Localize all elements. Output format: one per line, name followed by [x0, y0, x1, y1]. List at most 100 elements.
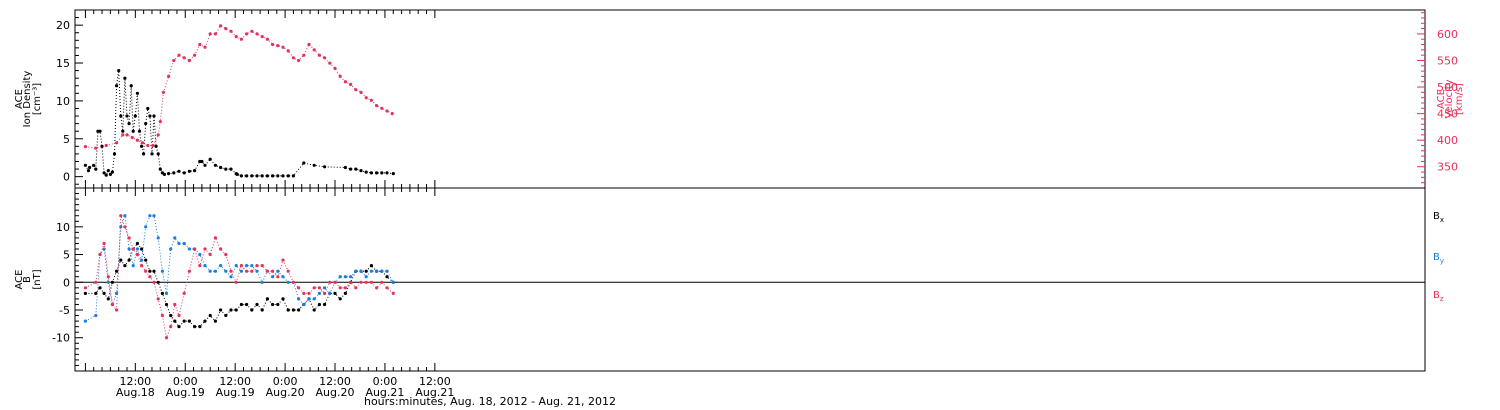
- y-axis-title-2-0: ACE: [14, 270, 25, 290]
- bz-point: [369, 280, 373, 284]
- density-point: [354, 167, 358, 171]
- bz-point: [359, 280, 363, 284]
- bz-point: [182, 291, 186, 295]
- ytick-label-1-20: 20: [56, 19, 70, 32]
- by-point: [343, 275, 347, 279]
- x-axis-label: hours:minutes, Aug. 18, 2012 - Aug. 21, …: [364, 395, 616, 408]
- xtick-date-label: Aug.21: [365, 386, 404, 399]
- density-point: [200, 159, 204, 164]
- density-point: [158, 167, 162, 171]
- velocity-point: [260, 35, 264, 39]
- by-point: [169, 247, 173, 251]
- density-point: [133, 114, 137, 118]
- by-point: [307, 297, 311, 301]
- legend-sub-bz: z: [1440, 295, 1444, 303]
- density-point: [369, 171, 373, 175]
- density-point: [98, 129, 102, 133]
- bz-point: [119, 214, 123, 218]
- density-point: [375, 171, 379, 175]
- vtick-label-550: 550: [1437, 54, 1458, 67]
- panel-frame-2: [74, 187, 1426, 372]
- velocity-point: [213, 32, 217, 36]
- bx-point: [323, 302, 327, 307]
- xtick-time-label: 12:00: [219, 375, 251, 388]
- xtick-time-label: 12:00: [319, 375, 351, 388]
- bz-point: [343, 286, 347, 290]
- density-point: [104, 173, 108, 177]
- vtick-label-450: 450: [1437, 108, 1458, 121]
- bx-point: [385, 275, 389, 279]
- ytick-label-1-10: 10: [56, 95, 70, 108]
- vtick-label-500: 500: [1437, 81, 1458, 94]
- xtick-date-label: Aug.20: [316, 386, 355, 399]
- bx-point: [343, 291, 347, 295]
- density-point: [302, 161, 306, 165]
- density-point: [154, 144, 158, 148]
- density-point: [250, 174, 254, 178]
- density-point: [83, 163, 87, 167]
- ytick-label-2--5: -5: [59, 304, 70, 317]
- velocity-point: [255, 32, 259, 36]
- by-point: [152, 214, 156, 218]
- vtick-label-350: 350: [1437, 161, 1458, 174]
- ytick-label-2-10: 10: [56, 221, 70, 234]
- density-point: [260, 174, 264, 178]
- bz-point: [144, 269, 148, 273]
- density-point: [156, 152, 160, 156]
- bx-point: [106, 297, 110, 301]
- density-trace: [84, 70, 394, 177]
- ytick-label-1-0: 0: [63, 171, 70, 184]
- by-point: [359, 269, 363, 273]
- bz-point: [198, 264, 202, 268]
- xtick-time-label: 12:00: [119, 375, 151, 388]
- velocity-point: [94, 146, 98, 150]
- velocity-point: [167, 74, 171, 78]
- density-point: [121, 129, 125, 133]
- y-axis-title-2-1: B: [22, 276, 33, 283]
- density-point: [152, 114, 156, 118]
- by-point: [391, 280, 395, 284]
- by-point: [229, 275, 233, 279]
- density-point: [286, 174, 290, 178]
- bx-point: [291, 308, 295, 312]
- density-point: [119, 114, 123, 118]
- bz-point: [328, 280, 332, 284]
- density-point: [148, 114, 152, 118]
- density-point: [146, 106, 150, 111]
- bx-point: [333, 291, 337, 295]
- by-point: [127, 247, 131, 251]
- legend-sub-bx: x: [1440, 216, 1444, 224]
- velocity-trace: [85, 25, 393, 149]
- bz-point: [164, 336, 169, 340]
- xtick-date-label: Aug.20: [266, 386, 305, 399]
- velocity-point: [158, 120, 162, 124]
- xtick-date-label: Aug.18: [116, 386, 155, 399]
- velocity-point: [385, 109, 389, 113]
- density-point: [177, 169, 181, 173]
- bz-point: [349, 280, 353, 284]
- vtick-label-600: 600: [1437, 28, 1458, 41]
- legend-by: By: [1433, 252, 1444, 265]
- by-point: [106, 280, 110, 284]
- xtick-date-label: Aug.19: [216, 386, 255, 399]
- density-point: [117, 69, 121, 73]
- by-point: [354, 269, 358, 273]
- time-axis: 12:00Aug.180:00Aug.1912:00Aug.190:00Aug.…: [84, 10, 454, 399]
- density-point: [343, 165, 347, 170]
- density-point: [137, 129, 142, 133]
- density-point: [291, 174, 295, 178]
- bz-point: [354, 286, 358, 290]
- series-bz: [83, 214, 395, 340]
- density-point: [213, 163, 217, 167]
- bx-point: [198, 325, 202, 329]
- velocity-point: [130, 135, 134, 140]
- by-point: [224, 269, 228, 273]
- density-point: [102, 171, 106, 175]
- bx-point: [317, 302, 321, 307]
- density-point: [144, 122, 148, 126]
- density-point: [349, 167, 353, 171]
- xtick-time-label: 12:00: [419, 375, 451, 388]
- velocity-point: [125, 133, 129, 137]
